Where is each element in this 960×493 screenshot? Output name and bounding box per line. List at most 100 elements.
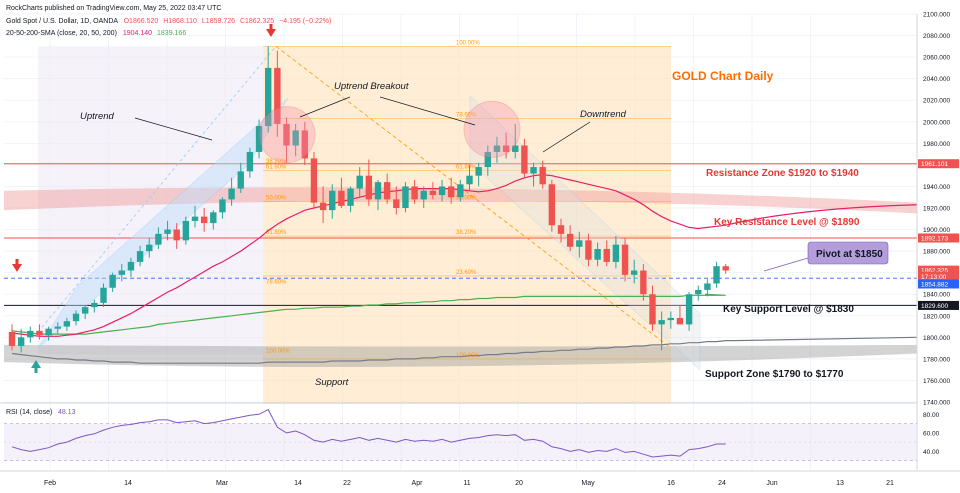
price-tick-label: 2080.000: [923, 33, 950, 40]
ohlc-open: O1866.520: [124, 18, 159, 25]
candle-body: [466, 175, 473, 185]
down-arrow-stem: [15, 259, 19, 265]
candles[interactable]: [8, 46, 729, 353]
candle: [319, 186, 327, 224]
fib-level-label: 50.00%: [456, 196, 477, 202]
candle: [649, 285, 656, 331]
down-arrow-marker: [266, 29, 276, 37]
candle: [45, 326, 52, 341]
fib-level-label: 61.80%: [456, 164, 477, 170]
annotations: GOLD Chart Daily Uptrend Uptrend Breakout D…: [12, 24, 889, 388]
price-tick-label: 1780.000: [923, 356, 950, 363]
candle-body: [576, 240, 583, 247]
candle-body: [54, 326, 61, 329]
candle: [658, 311, 665, 351]
candle: [521, 139, 528, 178]
candle-body: [383, 182, 391, 200]
price-tag-label: 1961.101: [921, 161, 948, 168]
time-tick-label: 22: [343, 480, 351, 487]
price-levels: 100.00% 78.60% 61.80% 50.00% 38.20% 23.60% 100…: [4, 40, 917, 360]
candle-body: [191, 216, 199, 221]
candle-body: [356, 175, 363, 189]
label-key-resistance: Key Resistance Level @ $1890: [714, 217, 860, 228]
candle-body: [548, 184, 556, 226]
label-uptrend-breakout: Uptrend Breakout: [334, 81, 409, 92]
candle-body: [457, 184, 464, 198]
price-axis[interactable]: 2100.000 2080.000 2060.000 2040.000 2020.000…: [916, 12, 959, 471]
time-tick-label: Feb: [44, 480, 56, 487]
time-tick-label: Jun: [766, 480, 777, 487]
candle: [676, 305, 684, 325]
price-tick-label: 2060.000: [923, 55, 950, 62]
candle: [493, 136, 501, 163]
candle-body: [219, 199, 226, 213]
price-tag-bg: [918, 300, 959, 310]
candle: [155, 227, 162, 249]
candle-body: [475, 167, 482, 176]
label-key-support: Key Support Level @ $1830: [723, 304, 854, 315]
candle: [228, 177, 235, 206]
time-tick-label: 11: [463, 480, 470, 487]
candle: [704, 279, 711, 297]
candle: [466, 164, 473, 191]
candle: [484, 145, 491, 176]
candle: [118, 264, 125, 282]
label-uptrend: Uptrend: [80, 111, 115, 122]
candle: [365, 159, 373, 206]
ma-label: 20-50-200-SMA (close, 20, 50, 200) 1904.…: [6, 30, 186, 37]
candle-body: [402, 186, 409, 208]
candle-body: [374, 182, 382, 200]
pivot-callout-box: [807, 241, 889, 265]
candle-body: [420, 190, 427, 200]
candle-body: [136, 251, 144, 262]
left-fib-label: 50.00%: [266, 196, 287, 202]
candle-body: [411, 186, 418, 200]
candle-body: [393, 199, 400, 208]
rsi-pane[interactable]: RSI (14, close) 48.13 80.00 60.00 40.00: [0, 402, 940, 462]
price-tick-label: 2020.000: [923, 98, 950, 105]
candle-body: [109, 274, 116, 288]
candle: [557, 218, 565, 243]
candle-body: [484, 151, 491, 168]
price-tick-label: 1980.000: [923, 141, 950, 148]
time-axis[interactable]: Feb 14 Mar 14 22 Apr 11 20 May 16 24 Jun 13 21: [0, 470, 960, 487]
rsi-tick-label: 60.00: [923, 430, 940, 437]
price-tick-label: 1760.000: [923, 378, 950, 385]
time-tick-label: 13: [836, 480, 844, 487]
candle-body: [329, 190, 336, 211]
symbol-name: Gold Spot / U.S. Dollar, 1D, OANDA: [6, 18, 118, 25]
candle: [109, 272, 116, 293]
candle-body: [310, 158, 318, 203]
candle: [420, 186, 427, 208]
candle-body: [27, 330, 34, 338]
candle: [640, 264, 647, 301]
candle: [667, 311, 674, 329]
candle: [191, 205, 199, 228]
candle-body: [621, 244, 629, 275]
candle-body: [265, 67, 272, 127]
candle-body: [283, 123, 290, 146]
candle: [502, 132, 510, 159]
candle-body: [228, 188, 235, 200]
candle: [17, 328, 25, 353]
candle-body: [319, 202, 327, 211]
candle: [200, 208, 208, 232]
price-tag-label: 1862.325: [921, 268, 948, 275]
candle-body: [182, 220, 190, 241]
candle-body: [429, 190, 437, 196]
symbol-label: Gold Spot / U.S. Dollar, 1D, OANDA O1866…: [6, 18, 331, 25]
candle: [219, 197, 226, 219]
label-resistance-zone: Resistance Zone $1920 to $1940: [706, 168, 859, 179]
candle-body: [704, 283, 711, 290]
candle-body: [82, 307, 89, 314]
candle-body: [164, 229, 171, 234]
fib-level-label: 78.60%: [456, 113, 477, 119]
candle-body: [246, 151, 254, 172]
candle: [612, 236, 620, 269]
candle-body: [301, 130, 308, 159]
uptrend-arrow: [134, 117, 213, 141]
pivot-callout-pointer: [763, 257, 809, 272]
candle-body: [603, 248, 610, 262]
candle: [576, 231, 583, 258]
